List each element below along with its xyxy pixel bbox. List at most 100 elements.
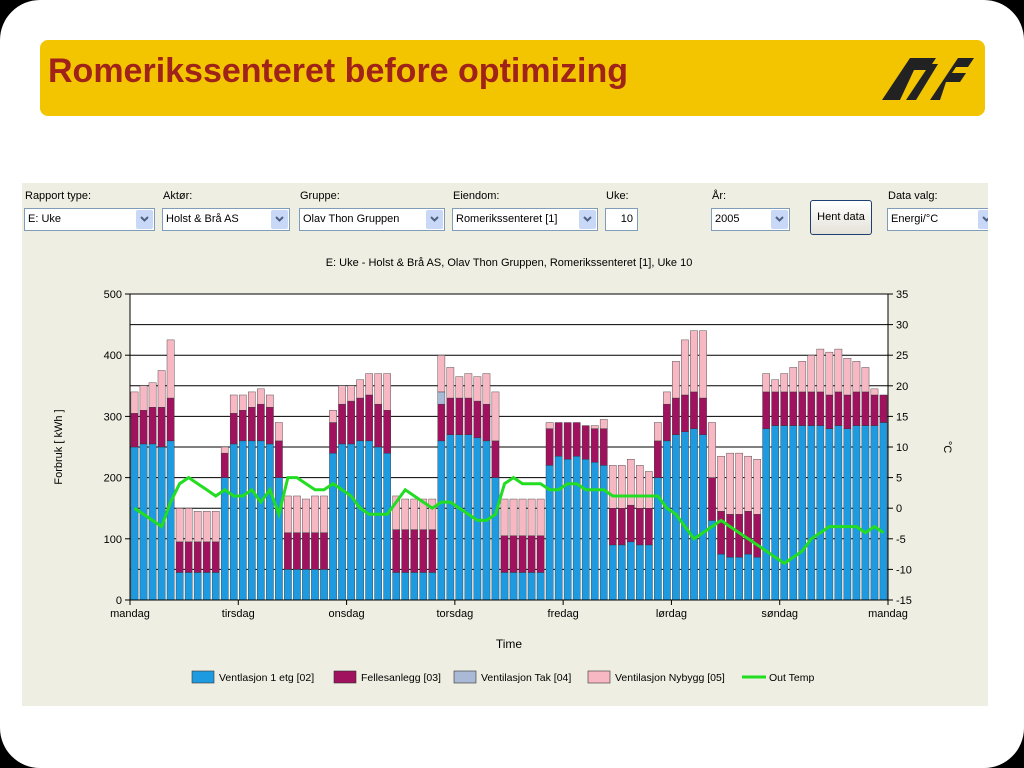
bar-segment (229, 394, 238, 414)
bar-segment (599, 419, 608, 429)
app-panel: Rapport type: E: Uke Aktør: Holst & Brå AS G… (22, 183, 988, 706)
bar-segment (482, 373, 491, 405)
bar-segment (320, 532, 328, 570)
dropdown-arrow[interactable] (136, 210, 153, 229)
y-tick-label: 100 (104, 534, 122, 546)
bar-segment (753, 556, 761, 601)
y2-tick-label: 5 (896, 473, 902, 485)
dropdown[interactable]: Holst & Brå AS (162, 208, 290, 231)
bar-segment (193, 541, 202, 573)
bar-segment (329, 452, 337, 601)
bar-segment (157, 370, 166, 408)
bar-segment (175, 508, 184, 543)
bar-segment (392, 495, 401, 530)
bar-segment (166, 397, 175, 442)
bar-segment (293, 532, 301, 570)
bar-segment (193, 511, 202, 543)
bar-segment (257, 403, 265, 442)
bar-segment (220, 452, 229, 478)
bar-segment (148, 407, 157, 445)
bar-segment (509, 535, 518, 573)
bar-segment (617, 544, 626, 601)
dropdown-arrow[interactable] (426, 210, 443, 229)
bar-segment (491, 477, 500, 601)
legend-label: Out Temp (769, 672, 814, 684)
bar-segment (816, 348, 825, 393)
dropdown-arrow[interactable] (978, 210, 988, 229)
bar-segment (419, 529, 428, 573)
bar-segment (220, 477, 229, 601)
bar-segment (302, 498, 310, 533)
bar-segment (807, 425, 816, 601)
y2-tick-label: 25 (896, 350, 908, 362)
bar-segment (527, 572, 536, 601)
bar-segment (374, 403, 382, 448)
bar-segment (238, 394, 247, 411)
bar-segment (861, 391, 870, 426)
dropdown-arrow[interactable] (271, 210, 288, 229)
dropdown[interactable]: Olav Thon Gruppen (299, 208, 445, 231)
bar-segment (175, 541, 184, 573)
bar-segment (852, 391, 861, 426)
y2-tick-label: 0 (896, 503, 902, 515)
bar-segment (627, 541, 635, 601)
button[interactable]: Hent data (810, 200, 872, 235)
dropdown[interactable]: E: Uke (24, 208, 155, 231)
dropdown-arrow[interactable] (579, 210, 596, 229)
bar-segment (762, 373, 770, 393)
bar-segment (798, 391, 807, 426)
bar-segment (861, 425, 870, 601)
bar-segment (410, 498, 419, 530)
bar-segment (428, 529, 437, 573)
bar-segment (329, 422, 337, 454)
bar-segment (446, 397, 455, 435)
bar-segment (636, 508, 644, 546)
bar-segment (645, 544, 653, 601)
bar-segment (663, 440, 671, 601)
bar-segment (229, 413, 238, 445)
bar-segment (437, 354, 446, 393)
text-input[interactable]: 10 (605, 208, 638, 231)
bar-segment (717, 553, 725, 601)
dropdown[interactable]: Romerikssenteret [1] (452, 208, 598, 231)
bar-segment (762, 428, 770, 601)
bar-segment (518, 572, 527, 601)
bar-segment (807, 391, 816, 426)
chevron (140, 216, 149, 222)
bar-segment (762, 391, 770, 429)
bar-segment (879, 422, 888, 601)
dropdown-arrow[interactable] (771, 210, 788, 229)
bar-segment (139, 385, 148, 411)
bar-segment (681, 394, 689, 432)
bar-segment (789, 391, 798, 426)
dropdown[interactable]: Energi/°C (887, 208, 988, 231)
bar-segment (392, 529, 401, 573)
bar-segment (437, 403, 446, 442)
bar-segment (302, 532, 310, 570)
bar-segment (545, 428, 554, 466)
y-tick-label: 0 (116, 595, 122, 607)
bar-segment (383, 452, 391, 601)
bar-segment (130, 413, 139, 448)
bar-segment (834, 391, 843, 426)
slide-title: Romerikssenteret before optimizing (48, 52, 629, 90)
chevron (982, 216, 988, 222)
bar-segment (545, 465, 554, 601)
logo (882, 58, 974, 100)
bar-segment (726, 452, 734, 515)
bar-segment (464, 397, 473, 435)
field-value: 2005 (715, 213, 740, 225)
bar-segment (401, 572, 410, 601)
bar-segment (798, 425, 807, 601)
dropdown[interactable]: 2005 (711, 208, 790, 231)
bar-segment (491, 440, 500, 478)
x-tick-label: onsdag (329, 608, 365, 620)
bar-segment (699, 330, 707, 399)
bar-segment (789, 367, 798, 393)
bar-segment (500, 498, 509, 536)
bar-segment (248, 407, 256, 442)
y2-tick-label: 20 (896, 381, 908, 393)
bar-segment (320, 495, 328, 533)
bar-segment (726, 514, 734, 558)
bar-segment (166, 440, 175, 601)
